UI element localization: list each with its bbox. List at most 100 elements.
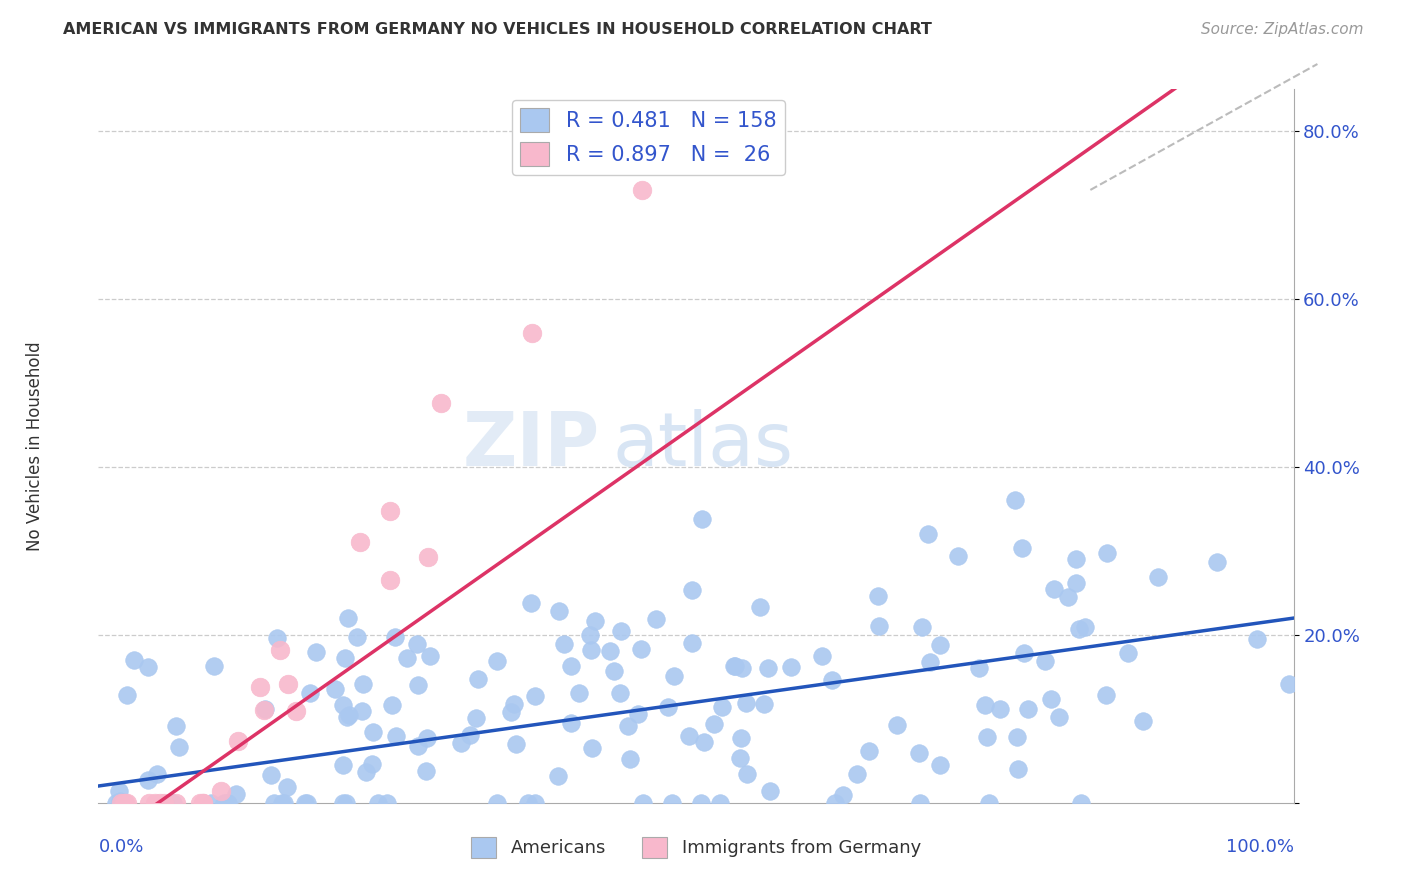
Point (188, 796, 211, 810)
Point (1095, 688, 1118, 702)
Point (406, 739, 429, 753)
Point (295, 796, 318, 810)
Point (1047, 709, 1070, 723)
Point (735, 766, 758, 780)
Point (581, 741, 603, 756)
Point (723, 659, 745, 673)
Point (657, 699, 679, 714)
Point (136, 660, 159, 674)
Point (395, 651, 418, 665)
Point (367, 796, 389, 810)
Point (560, 715, 582, 730)
Point (339, 708, 361, 723)
Point (380, 698, 402, 712)
Point (419, 648, 441, 663)
Point (226, 733, 249, 747)
Text: 0.0%: 0.0% (98, 838, 143, 856)
Point (162, 796, 184, 810)
Point (977, 796, 1000, 810)
Point (380, 504, 402, 518)
Point (486, 654, 509, 668)
Point (858, 744, 880, 758)
Point (254, 702, 277, 716)
Point (946, 549, 969, 564)
Point (138, 796, 160, 810)
Point (1147, 570, 1170, 584)
Point (285, 704, 308, 718)
Point (630, 642, 652, 657)
Point (832, 788, 855, 802)
Point (886, 718, 908, 732)
Point (114, 796, 136, 810)
Point (305, 645, 328, 659)
Point (967, 661, 990, 675)
Point (145, 767, 167, 781)
Point (416, 549, 439, 564)
Point (260, 768, 283, 782)
Text: Source: ZipAtlas.com: Source: ZipAtlas.com (1201, 22, 1364, 37)
Point (752, 698, 775, 712)
Point (269, 643, 291, 657)
Point (730, 731, 752, 745)
Point (824, 796, 846, 810)
Point (1004, 493, 1026, 508)
Point (918, 655, 941, 669)
Point (450, 736, 472, 750)
Point (360, 757, 382, 772)
Point (724, 659, 747, 673)
Point (821, 673, 844, 687)
Point (846, 767, 869, 781)
Point (583, 614, 606, 628)
Point (988, 702, 1011, 716)
Point (1007, 762, 1029, 776)
Point (385, 729, 408, 743)
Text: atlas: atlas (613, 409, 793, 483)
Point (610, 624, 633, 638)
Point (200, 796, 222, 810)
Point (193, 796, 215, 810)
Point (249, 680, 271, 694)
Point (136, 772, 159, 787)
Point (105, 796, 128, 810)
Point (1017, 702, 1039, 716)
Point (553, 636, 575, 650)
Point (416, 731, 439, 746)
Point (108, 783, 131, 797)
Point (811, 648, 834, 663)
Text: No Vehicles in Household: No Vehicles in Household (27, 341, 44, 551)
Point (1066, 576, 1088, 591)
Point (627, 707, 650, 722)
Point (112, 796, 135, 810)
Point (547, 769, 569, 783)
Point (1043, 582, 1066, 597)
Point (711, 699, 734, 714)
Point (560, 659, 582, 673)
Point (1066, 552, 1088, 566)
Point (325, 682, 347, 697)
Text: 100.0%: 100.0% (1226, 838, 1294, 856)
Point (217, 796, 239, 810)
Point (581, 643, 603, 657)
Point (165, 719, 187, 733)
Point (332, 757, 354, 772)
Point (759, 784, 782, 798)
Point (1070, 796, 1092, 810)
Point (266, 631, 288, 645)
Point (522, 326, 544, 340)
Point (225, 787, 247, 801)
Point (276, 780, 298, 794)
Point (868, 619, 890, 633)
Point (749, 600, 772, 615)
Point (169, 740, 191, 755)
Point (406, 637, 429, 651)
Point (361, 725, 384, 739)
Point (1095, 546, 1118, 560)
Point (1278, 676, 1301, 690)
Point (191, 796, 214, 810)
Point (644, 612, 666, 626)
Point (380, 574, 402, 588)
Point (1132, 714, 1154, 728)
Point (1056, 590, 1078, 604)
Point (110, 796, 132, 810)
Point (908, 747, 931, 761)
